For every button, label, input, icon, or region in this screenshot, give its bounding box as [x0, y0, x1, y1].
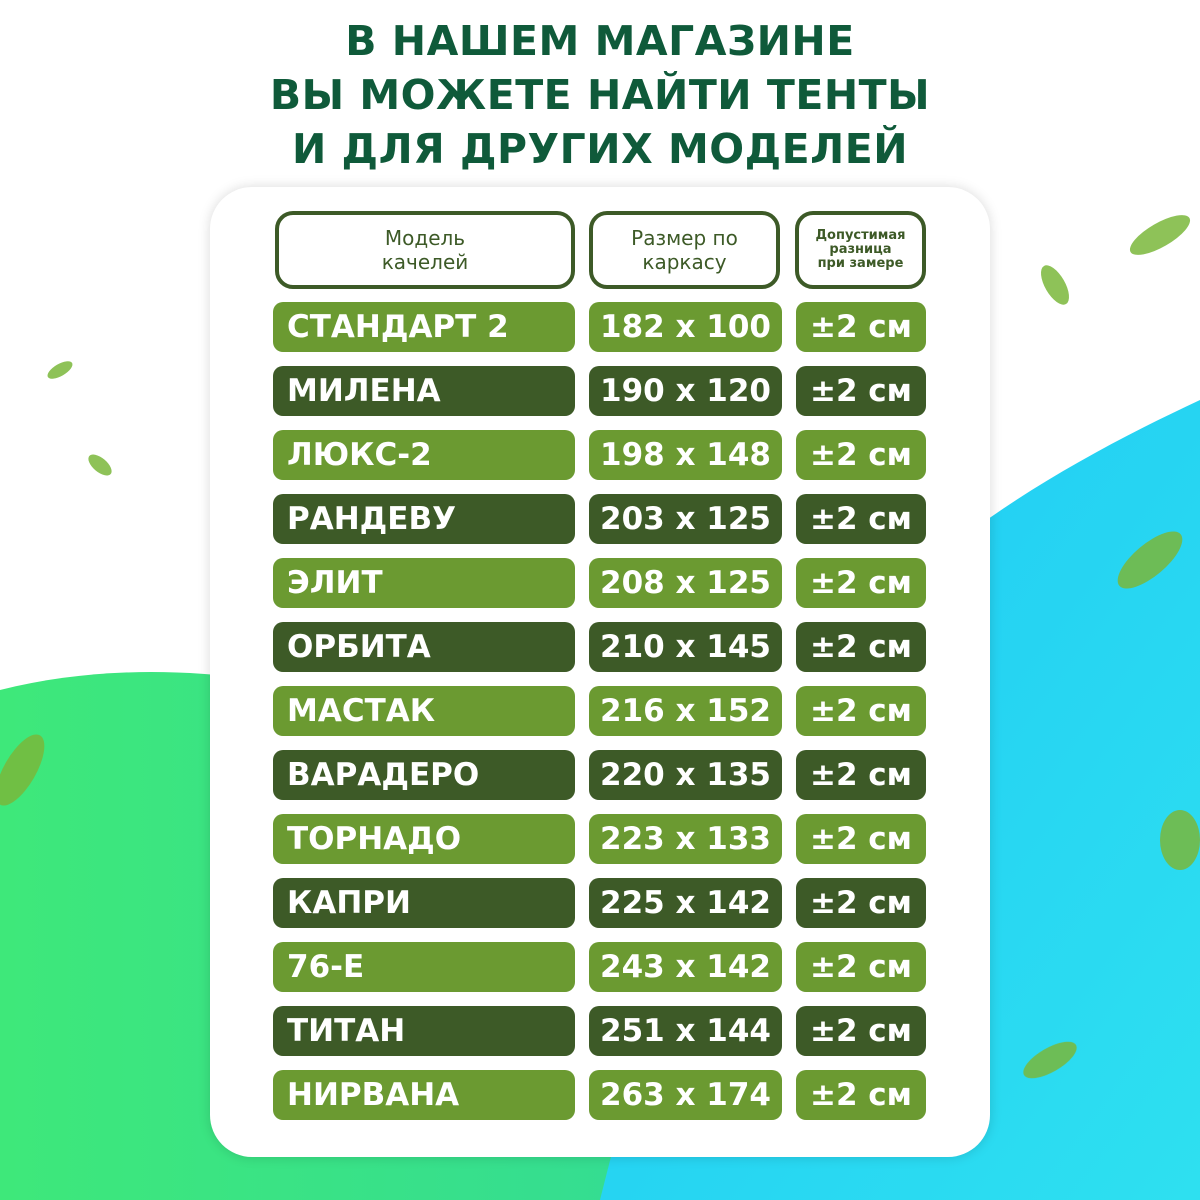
model-cell: МАСТАК: [273, 686, 575, 736]
model-cell: ЛЮКС-2: [273, 430, 575, 480]
size-cell: 225 x 142: [589, 878, 782, 928]
size-cell: 198 x 148: [589, 430, 782, 480]
header-text: Размер по: [631, 226, 738, 250]
table-row: 76-Е 243 x 142 ±2 см: [210, 942, 990, 992]
size-cell: 263 x 174: [589, 1070, 782, 1120]
leaf-icon: [1160, 810, 1200, 870]
header-model: Модель качелей: [275, 211, 575, 289]
model-cell: ТОРНАДО: [273, 814, 575, 864]
header-text: разница: [829, 242, 892, 257]
title-line: В НАШЕМ МАГАЗИНЕ: [345, 17, 855, 65]
size-table-card: Модель качелей Размер по каркасу Допустима…: [210, 187, 990, 1157]
tolerance-cell: ±2 см: [796, 302, 926, 352]
leaf-icon: [88, 454, 112, 476]
model-cell: СТАНДАРТ 2: [273, 302, 575, 352]
header-text: каркасу: [642, 250, 727, 274]
tolerance-cell: ±2 см: [796, 1006, 926, 1056]
size-cell: 216 x 152: [589, 686, 782, 736]
model-cell: 76-Е: [273, 942, 575, 992]
header-text: при замере: [817, 256, 904, 271]
model-cell: ЭЛИТ: [273, 558, 575, 608]
table-row: НИРВАНА 263 x 174 ±2 см: [210, 1070, 990, 1120]
size-cell: 182 x 100: [589, 302, 782, 352]
model-cell: ТИТАН: [273, 1006, 575, 1056]
model-cell: КАПРИ: [273, 878, 575, 928]
table-row: МАСТАК 216 x 152 ±2 см: [210, 686, 990, 736]
table-row: РАНДЕВУ 203 x 125 ±2 см: [210, 494, 990, 544]
header-text: Допустимая: [815, 228, 906, 243]
size-cell: 251 x 144: [589, 1006, 782, 1056]
leaf-icon: [1023, 1041, 1077, 1079]
tolerance-cell: ±2 см: [796, 558, 926, 608]
header-size: Размер по каркасу: [589, 211, 780, 289]
table-row: МИЛЕНА 190 x 120 ±2 см: [210, 366, 990, 416]
title-line: ВЫ МОЖЕТЕ НАЙТИ ТЕНТЫ: [269, 71, 931, 119]
tolerance-cell: ±2 см: [796, 878, 926, 928]
tolerance-cell: ±2 см: [796, 430, 926, 480]
model-cell: ОРБИТА: [273, 622, 575, 672]
leaf-icon: [1041, 265, 1069, 305]
table-row: ВАРАДЕРО 220 x 135 ±2 см: [210, 750, 990, 800]
size-cell: 208 x 125: [589, 558, 782, 608]
tolerance-cell: ±2 см: [796, 622, 926, 672]
table-row: ЛЮКС-2 198 x 148 ±2 см: [210, 430, 990, 480]
size-cell: 210 x 145: [589, 622, 782, 672]
tolerance-cell: ±2 см: [796, 686, 926, 736]
leaf-icon: [1129, 215, 1191, 255]
model-cell: МИЛЕНА: [273, 366, 575, 416]
page-title: В НАШЕМ МАГАЗИНЕ ВЫ МОЖЕТЕ НАЙТИ ТЕНТЫ И…: [0, 14, 1200, 176]
size-cell: 190 x 120: [589, 366, 782, 416]
table-row: КАПРИ 225 x 142 ±2 см: [210, 878, 990, 928]
size-cell: 243 x 142: [589, 942, 782, 992]
size-cell: 203 x 125: [589, 494, 782, 544]
tolerance-cell: ±2 см: [796, 366, 926, 416]
model-cell: НИРВАНА: [273, 1070, 575, 1120]
tolerance-cell: ±2 см: [796, 942, 926, 992]
tolerance-cell: ±2 см: [796, 494, 926, 544]
tolerance-cell: ±2 см: [796, 814, 926, 864]
tolerance-cell: ±2 см: [796, 1070, 926, 1120]
tolerance-cell: ±2 см: [796, 750, 926, 800]
table-row: ОРБИТА 210 x 145 ±2 см: [210, 622, 990, 672]
leaf-icon: [47, 361, 73, 379]
table-row: СТАНДАРТ 2 182 x 100 ±2 см: [210, 302, 990, 352]
size-cell: 220 x 135: [589, 750, 782, 800]
model-cell: ВАРАДЕРО: [273, 750, 575, 800]
header-text: качелей: [381, 250, 469, 274]
table-row: ТОРНАДО 223 x 133 ±2 см: [210, 814, 990, 864]
size-cell: 223 x 133: [589, 814, 782, 864]
model-cell: РАНДЕВУ: [273, 494, 575, 544]
table-row: ТИТАН 251 x 144 ±2 см: [210, 1006, 990, 1056]
title-line: И ДЛЯ ДРУГИХ МОДЕЛЕЙ: [291, 125, 909, 173]
header-tolerance: Допустимая разница при замере: [795, 211, 926, 289]
leaf-icon: [0, 734, 45, 806]
table-row: ЭЛИТ 208 x 125 ±2 см: [210, 558, 990, 608]
leaf-icon: [1117, 531, 1183, 589]
header-text: Модель: [384, 226, 466, 250]
